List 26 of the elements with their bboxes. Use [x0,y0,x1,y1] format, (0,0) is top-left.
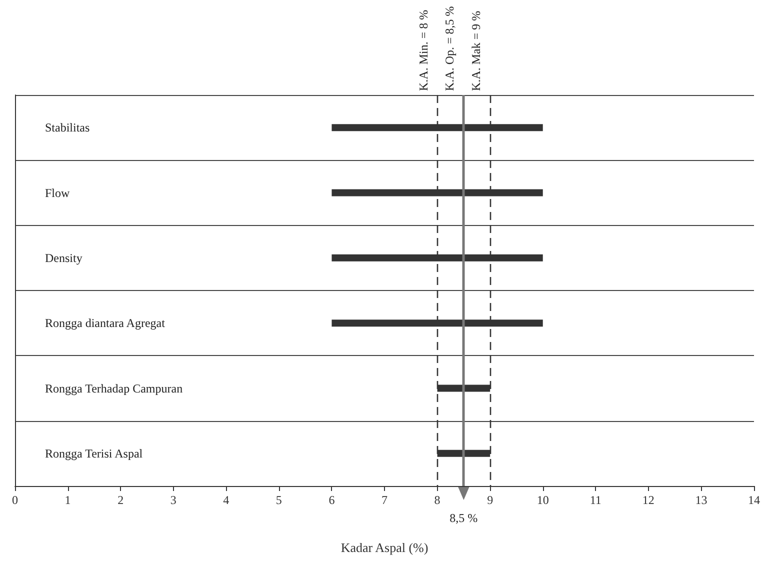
text: 8,5 % [450,511,478,525]
ref-line-label: K.A. Min. = 8 % [416,10,430,91]
ref-line-label: K.A. Mak = 9 % [469,10,484,91]
x-tick-label: 11 [590,493,602,507]
x-tick-label: 3 [170,493,176,507]
x-tick-label: 10 [536,493,549,507]
x-tick-label: 0 [12,493,18,507]
x-tick-label: 6 [328,493,335,507]
x-axis-title: Kadar Aspal (%) [340,540,428,555]
y-tick-label: Density [45,250,82,265]
x-tick-label: 5 [276,493,282,507]
y-tick-label: Rongga diantara Agregat [45,316,166,330]
x-tick-label: 8 [434,493,440,507]
x-tick-label: 13 [695,493,708,507]
x-tick-label: 9 [487,493,494,507]
y-tick-label: Rongga Terisi Aspal [45,446,144,460]
x-tick-label: 1 [64,493,71,507]
x-tick-label: 12 [642,493,654,507]
x-tick-label: 4 [223,493,230,507]
y-tick-label: Stabilitas [45,120,90,135]
y-tick-label: Flow [45,186,70,200]
ref-line-label: K.A. Op. = 8,5 % [442,6,457,91]
y-tick-label: Rongga Terhadap Campuran [45,381,183,396]
x-tick-label: 2 [118,493,124,507]
x-tick-label: 7 [382,493,388,507]
x-tick-label: 14 [748,493,760,507]
